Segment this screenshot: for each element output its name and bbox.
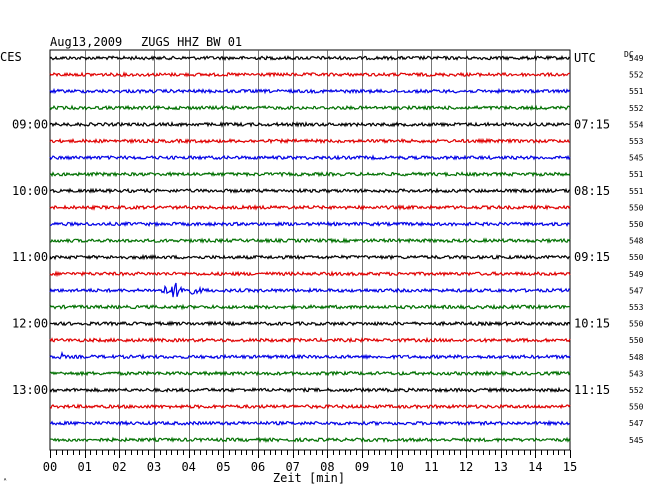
time-gridlines — [49, 49, 571, 451]
dc-offset-label: 551 — [629, 87, 644, 96]
x-tick-label: 06 — [251, 460, 265, 474]
dc-offset-label: 553 — [629, 137, 644, 146]
trace-lines — [49, 55, 571, 444]
x-tick-label: 11 — [424, 460, 438, 474]
trace-line-6 — [49, 137, 571, 145]
x-tick-label: 10 — [389, 460, 403, 474]
trace-line-10 — [49, 203, 571, 211]
trace-line-1 — [49, 55, 571, 62]
dc-header-label: DC — [624, 50, 634, 59]
right-time-label: 11:15 — [574, 383, 610, 397]
dc-offset-label: 549 — [629, 270, 644, 279]
trace-line-13 — [49, 253, 570, 261]
trace-line-4 — [49, 104, 571, 111]
x-tick-label: 14 — [528, 460, 542, 474]
right-time-label: 07:15 — [574, 117, 610, 131]
trace-line-9 — [49, 187, 571, 195]
trace-line-3 — [49, 87, 571, 95]
x-axis: 00 01 02 03 04 05 06 07 08 09 10 11 12 13 14 15 — [43, 449, 577, 474]
right-time-label: 09:15 — [574, 250, 610, 264]
dc-offset-label: 543 — [629, 369, 644, 378]
trace-line-22 — [49, 403, 571, 410]
x-tick-label: 12 — [459, 460, 473, 474]
trace-line-23 — [49, 419, 571, 427]
right-time-label: 10:15 — [574, 317, 610, 331]
left-time-label: 13:00 — [12, 383, 48, 397]
dc-offset-label: 550 — [629, 336, 644, 345]
left-time-label: 10:00 — [12, 184, 48, 198]
trace-line-16 — [49, 303, 571, 311]
x-tick-label: 09 — [355, 460, 369, 474]
dc-offset-label: 552 — [629, 104, 644, 113]
dc-offset-label: 551 — [629, 187, 644, 196]
trace-line-8 — [49, 171, 571, 178]
trace-line-20 — [49, 369, 571, 378]
x-tick-label: 03 — [147, 460, 161, 474]
dc-offset-label: 548 — [629, 353, 644, 362]
dc-offset-label: 550 — [629, 403, 644, 412]
dc-offset-label: 545 — [629, 436, 644, 445]
header-date: Aug13,2009 — [50, 35, 122, 49]
trace-line-18 — [49, 336, 571, 344]
dc-offset-label: 545 — [629, 154, 644, 163]
x-tick-label: 15 — [563, 460, 577, 474]
trace-line-15 — [49, 282, 571, 298]
dc-offset-label: 550 — [629, 220, 644, 229]
dc-offset-label: 550 — [629, 320, 644, 329]
trace-line-2 — [49, 71, 570, 78]
x-axis-title: Zeit [min] — [273, 471, 345, 485]
x-tick-label: 01 — [77, 460, 91, 474]
trace-line-7 — [49, 154, 571, 161]
x-tick-label: 13 — [493, 460, 507, 474]
left-time-labels: 09:00 10:00 11:00 12:00 13:00 — [12, 117, 48, 397]
dc-offset-label: 547 — [629, 286, 644, 295]
right-time-label: 08:15 — [574, 184, 610, 198]
trace-line-17 — [49, 320, 571, 327]
trace-line-5 — [49, 121, 571, 128]
dc-offset-label: 554 — [629, 120, 644, 129]
x-tick-label: 04 — [181, 460, 195, 474]
trace-line-12 — [49, 237, 571, 244]
right-time-label: UTC — [574, 51, 596, 65]
x-tick-label: 00 — [43, 460, 57, 474]
x-tick-label: 08 — [320, 460, 334, 474]
right-time-labels: UTC 07:15 08:15 09:15 10:15 11:15 — [574, 51, 610, 397]
dc-offset-label: 551 — [629, 170, 644, 179]
x-tick-label: 07 — [285, 460, 299, 474]
dc-offset-label: 547 — [629, 419, 644, 428]
dc-offset-labels: 549 552 551 552 554 553 545 551 551 550 550 548 550 5… — [629, 54, 644, 445]
left-time-label: 09:00 — [12, 117, 48, 131]
dc-offset-label: 548 — [629, 237, 644, 246]
trace-line-19 — [49, 350, 571, 361]
trace-line-11 — [50, 220, 571, 228]
dc-offset-label: 552 — [629, 386, 644, 395]
x-tick-label: 02 — [112, 460, 126, 474]
trace-line-14 — [49, 270, 571, 278]
header-station: ZUGS HHZ BW 01 — [141, 35, 242, 49]
left-timezone-label: CES — [0, 50, 22, 64]
dc-offset-label: 552 — [629, 71, 644, 80]
trace-line-21 — [49, 386, 571, 394]
dc-offset-label: 553 — [629, 303, 644, 312]
dc-offset-label: 550 — [629, 253, 644, 262]
corner-mark: ᴬ — [3, 477, 8, 485]
dc-offset-label: 550 — [629, 203, 644, 212]
x-tick-label: 05 — [216, 460, 230, 474]
dc-offset-label: 549 — [629, 54, 644, 63]
trace-line-24 — [49, 436, 571, 444]
left-time-label: 11:00 — [12, 250, 48, 264]
left-time-label: 12:00 — [12, 317, 48, 331]
